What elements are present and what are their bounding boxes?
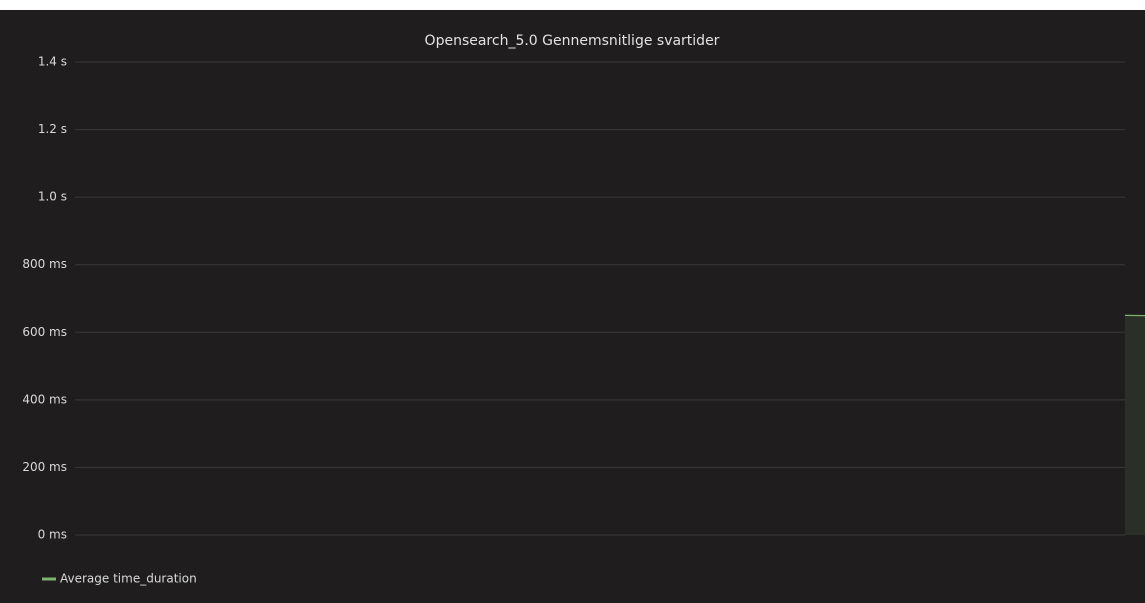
y-tick-label: 1.4 s [38,55,67,69]
y-tick-label: 1.0 s [38,190,67,204]
y-tick-label: 800 ms [22,257,67,271]
y-tick-label: 1.2 s [38,122,67,136]
y-tick-label: 200 ms [22,460,67,474]
legend-label: Average time_duration [60,572,197,586]
chart-title: Opensearch_5.0 Gennemsnitlige svartider [425,33,720,49]
y-tick-label: 0 ms [38,528,67,542]
area-fill [1125,315,1145,535]
panel [0,10,1145,603]
y-tick-label: 400 ms [22,392,67,406]
y-tick-label: 600 ms [22,325,67,339]
